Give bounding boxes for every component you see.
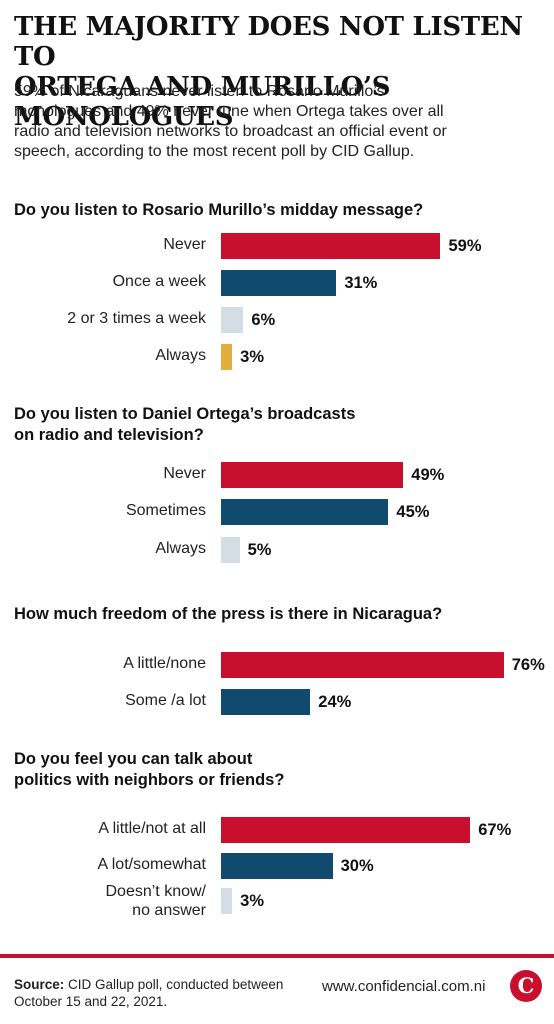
question-line: Do you listen to Rosario Murillo’s midda… — [14, 201, 424, 219]
value-label: 5% — [247, 541, 272, 559]
subtitle-line: 59% of Nicaraguans never listen to Rosar… — [14, 83, 385, 100]
question-title: How much freedom of the press is there i… — [14, 604, 544, 625]
bar — [221, 462, 404, 488]
category-label-line: Sometimes — [125, 501, 206, 519]
category-label: Never — [0, 464, 206, 483]
category-label: Doesn’t know/no answer — [0, 882, 207, 920]
chart-title: THE MAJORITY DOES NOT LISTEN TO ORTEGA A… — [14, 12, 544, 132]
subtitle-line: speech, according to the most recent pol… — [14, 143, 415, 160]
subtitle-line: radio and television networks to broadca… — [14, 123, 447, 140]
category-label: A lot/somewhat — [0, 855, 207, 874]
value-label: 6% — [251, 311, 276, 329]
category-label: Always — [0, 346, 206, 365]
value-label: 45% — [396, 503, 430, 521]
category-label-line: no answer — [132, 902, 206, 919]
category-label: Never — [0, 235, 206, 254]
chart-subtitle: 59% of Nicaraguans never listen to Rosar… — [14, 82, 544, 162]
category-label: Some /a lot — [0, 691, 206, 710]
value-label: 3% — [240, 348, 265, 366]
category-label: Once a week — [0, 272, 206, 291]
bar — [221, 499, 389, 525]
question-title: Do you listen to Rosario Murillo’s midda… — [14, 200, 544, 221]
bar — [221, 652, 504, 678]
question-line: How much freedom of the press is there i… — [14, 605, 443, 623]
value-label: 30% — [340, 857, 374, 875]
bar — [221, 537, 240, 563]
confidencial-logo-icon: C — [510, 970, 542, 1002]
value-label: 67% — [478, 821, 512, 839]
category-label-line: Always — [155, 539, 206, 557]
category-label: 2 or 3 times a week — [0, 309, 206, 328]
value-label: 59% — [448, 237, 482, 255]
category-label-line: A little/none — [123, 654, 206, 672]
source-line: Source: CID Gallup poll, conducted betwe… — [14, 976, 314, 993]
category-label-line: 2 or 3 times a week — [67, 309, 206, 327]
bar — [221, 307, 244, 333]
source-line: October 15 and 22, 2021. — [14, 994, 168, 1009]
bar — [221, 853, 333, 879]
question-title: Do you feel you can talk about politics w… — [14, 749, 544, 791]
source-note: Source: CID Gallup poll, conducted betwe… — [14, 976, 314, 1010]
svg-text:C: C — [518, 973, 535, 998]
category-label-line: Always — [155, 346, 206, 364]
question-line: on radio and television? — [14, 426, 204, 444]
category-label-line: A lot/somewhat — [97, 855, 207, 873]
question-line: politics with neighbors or friends? — [14, 771, 285, 789]
value-label: 3% — [240, 892, 265, 910]
bar — [221, 689, 311, 715]
category-label-line: A little/not at all — [98, 819, 206, 837]
subtitle-line: monologues and 49% never tune when Orteg… — [14, 103, 444, 120]
source-label: Source: — [14, 977, 65, 992]
website-link[interactable]: www.confidencial.com.ni — [322, 978, 486, 995]
question-line: Do you feel you can talk about — [14, 750, 253, 768]
question-line: Do you listen to Daniel Ortega’s broadca… — [14, 405, 356, 423]
title-line: THE MAJORITY DOES NOT LISTEN TO — [14, 12, 523, 72]
category-label-line: Never — [163, 464, 206, 482]
category-label: Sometimes — [0, 501, 206, 520]
category-label-line: Once a week — [112, 272, 206, 290]
category-label-line: Never — [163, 235, 206, 253]
category-label: A little/none — [0, 654, 206, 673]
bar — [221, 817, 471, 843]
bar — [221, 344, 233, 370]
question-title: Do you listen to Daniel Ortega’s broadca… — [14, 404, 544, 446]
category-label-line: Some /a lot — [125, 691, 206, 709]
value-label: 49% — [411, 466, 445, 484]
value-label: 31% — [344, 274, 378, 292]
value-label: 76% — [511, 656, 545, 674]
title-line: ORTEGA AND MURILLO’S MONOLOGUES — [14, 72, 391, 132]
footer-divider — [0, 954, 554, 958]
category-label: Always — [0, 539, 206, 558]
bar — [221, 888, 233, 914]
source-text: CID Gallup poll, conducted between — [64, 977, 284, 992]
value-label: 24% — [318, 693, 352, 711]
bar — [221, 233, 441, 259]
category-label: A little/not at all — [0, 819, 206, 838]
category-label-line: Doesn’t know/ — [105, 883, 207, 900]
bar — [221, 270, 337, 296]
